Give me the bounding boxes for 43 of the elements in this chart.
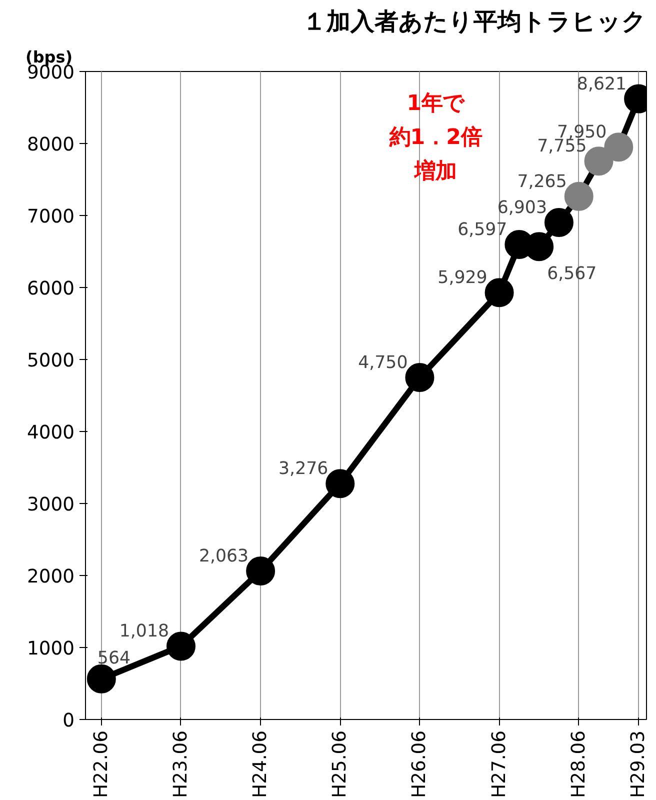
point [544,208,574,237]
y-tick-label: 4000 [27,422,75,444]
point [326,469,355,498]
y-tick-label: 2000 [27,566,75,588]
data-label: 564 [97,648,130,668]
y-tick-label: 8000 [27,134,75,156]
point [246,556,276,586]
x-tick-label: H27.06 [488,730,510,798]
point [484,278,514,308]
x-tick-label: H25.06 [330,730,351,798]
annotation: 増加 [414,158,457,184]
annotation: 約1．2倍 [388,124,482,150]
x-tick-label: H22.06 [90,730,112,798]
x-tick-label: H29.03 [628,730,650,798]
x-tick-label: H28.06 [568,730,590,798]
chart-title: １加入者あたり平均トラヒック [302,8,646,36]
point [564,182,594,211]
x-tick-label: H23.06 [170,730,192,798]
data-label: 2,063 [198,546,249,566]
point [86,664,116,694]
data-label: 6,903 [497,198,547,218]
y-tick-label: 5000 [27,350,75,372]
y-tick-label: 7000 [27,206,75,228]
point [166,632,196,661]
x-tick-label: H24.06 [250,730,272,798]
point [604,132,634,162]
annotation: 1年で [406,90,465,116]
data-label: 5,929 [438,268,488,288]
y-tick-label: 0 [62,710,75,732]
data-label: 8,621 [576,74,627,94]
data-label: 6,597 [458,220,508,240]
y-tick-label: 6000 [27,278,75,300]
data-label: 4,750 [358,353,408,373]
data-label: 3,276 [278,459,328,480]
data-label: 7,265 [517,172,567,192]
y-axis-title: (bps) [26,48,73,66]
y-tick-label: 3000 [27,494,75,516]
data-label: 6,567 [547,264,597,284]
y-tick-label: 1000 [27,638,75,660]
point [405,363,434,392]
data-label: 1,018 [119,622,169,642]
x-tick-label: H26.06 [409,730,430,798]
point [584,146,614,176]
